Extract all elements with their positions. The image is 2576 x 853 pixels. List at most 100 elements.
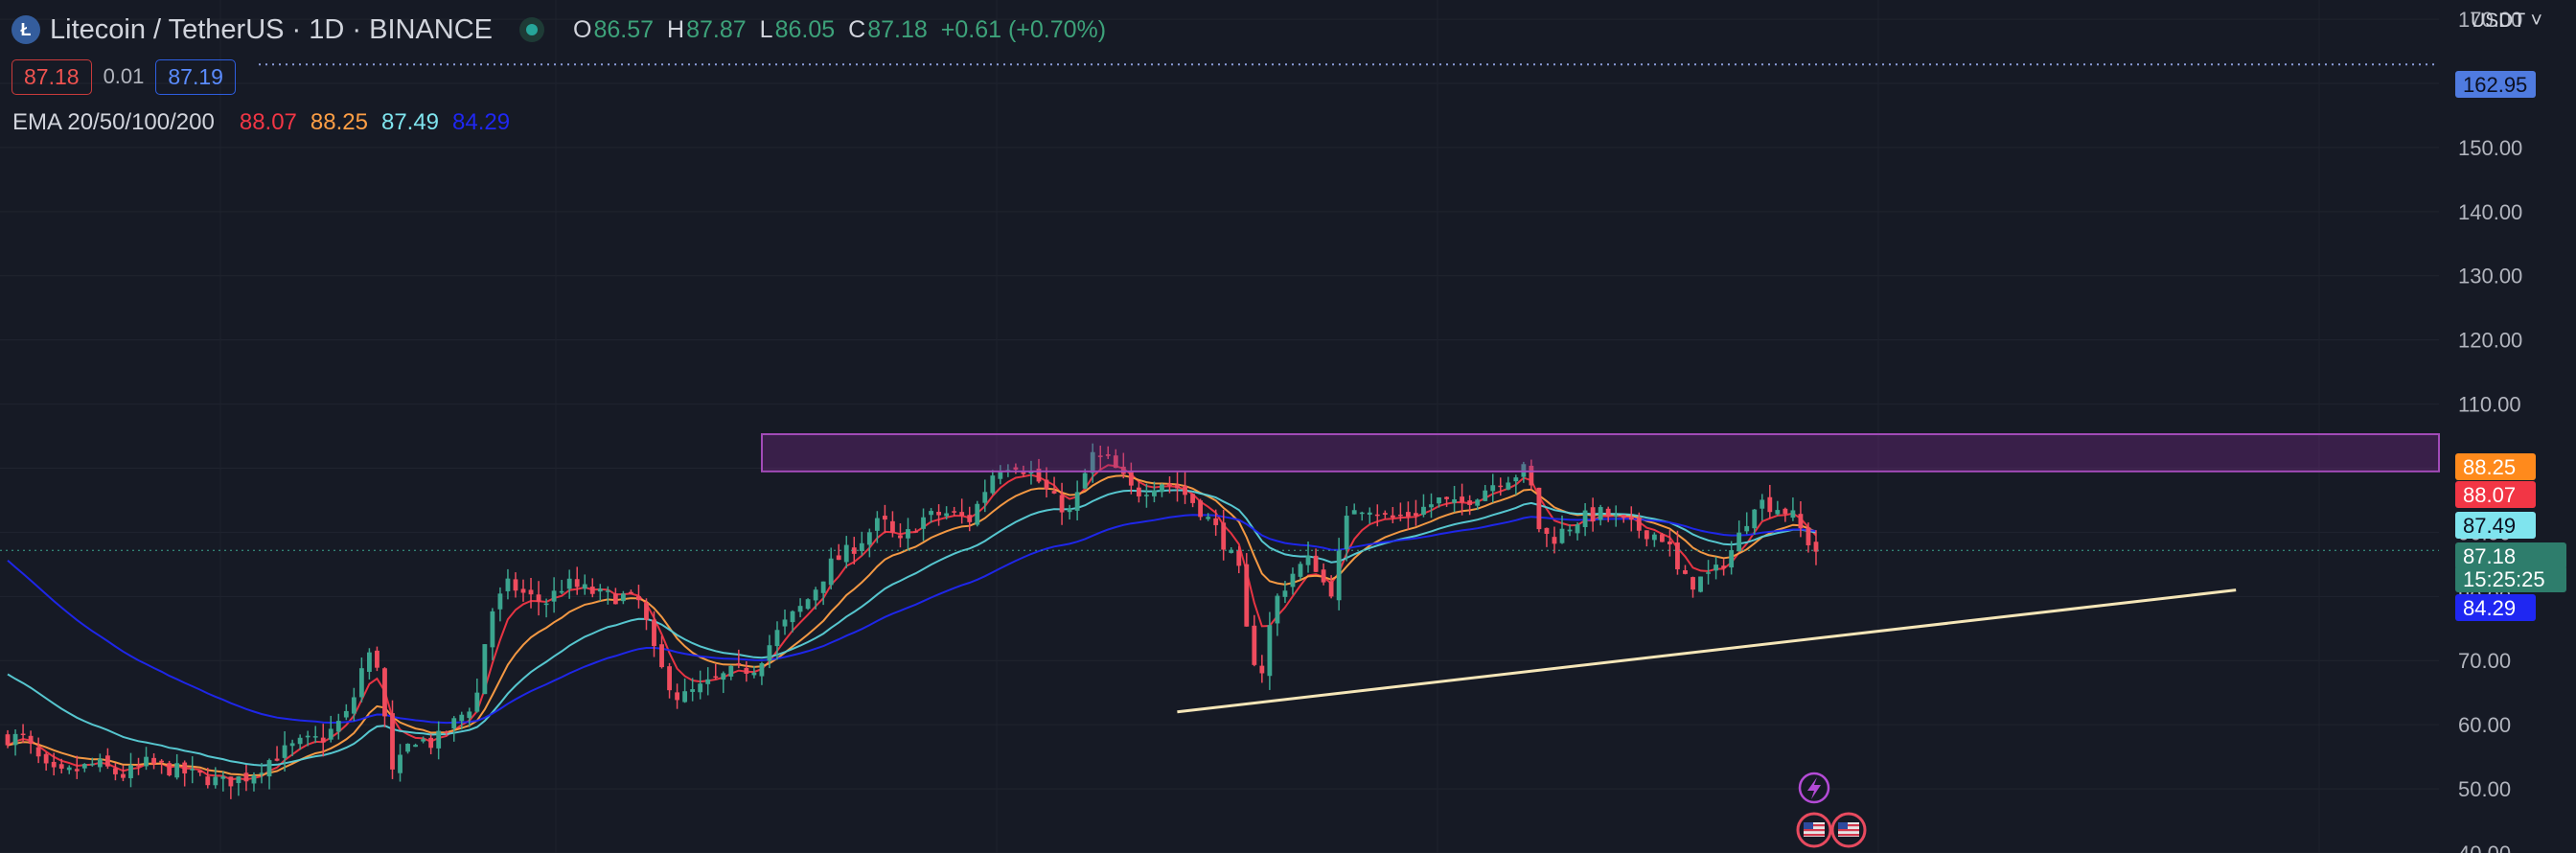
candle <box>1467 495 1473 516</box>
candle <box>1714 556 1719 580</box>
candle <box>1636 512 1642 539</box>
candle <box>351 687 356 722</box>
candle <box>998 465 1003 485</box>
candle <box>543 598 549 618</box>
svg-text:15:25:25: 15:25:25 <box>2463 567 2545 591</box>
candle <box>589 578 595 598</box>
candle <box>1059 482 1065 525</box>
candle <box>1582 502 1588 537</box>
candle <box>320 724 326 757</box>
price-tag: 87.18 <box>2455 542 2566 569</box>
price-tag: 15:25:25 <box>2455 565 2566 592</box>
ema-100-line <box>7 489 1817 767</box>
candle <box>451 716 457 742</box>
candle <box>312 726 318 744</box>
candle <box>259 763 264 784</box>
candle <box>151 753 156 770</box>
symbol-title[interactable]: Litecoin / TetherUS · 1D · BINANCE <box>50 13 494 45</box>
candle <box>1782 507 1788 522</box>
ema-100-value: 87.49 <box>380 109 440 135</box>
ohlc-close: C87.18 <box>848 15 928 43</box>
price-axis-label: 50.00 <box>2458 777 2511 801</box>
price-axis-label: 120.00 <box>2458 329 2522 353</box>
candle <box>1475 498 1481 511</box>
candle <box>566 569 572 599</box>
candle <box>113 763 118 781</box>
ema-legend-label: EMA 20/50/100/200 <box>12 109 215 135</box>
candle <box>874 511 880 543</box>
price-tag: 88.07 <box>2455 481 2536 508</box>
ema-legend[interactable]: EMA 20/50/100/200 88.07 88.25 87.49 84.2… <box>12 109 510 136</box>
candle <box>5 729 11 749</box>
candle <box>1313 548 1319 573</box>
price-tag: 84.29 <box>2455 594 2536 621</box>
candle <box>1051 476 1057 495</box>
candle <box>1651 532 1657 547</box>
candle <box>1806 522 1811 553</box>
candle <box>421 736 426 744</box>
candle <box>944 506 950 520</box>
candle <box>335 713 341 740</box>
candle <box>251 772 257 792</box>
ohlc-open: O86.57 <box>573 15 655 43</box>
svg-text:87.18: 87.18 <box>2463 544 2516 568</box>
svg-text:87.49: 87.49 <box>2463 514 2516 538</box>
candle <box>1305 542 1311 573</box>
candle <box>767 634 772 669</box>
candle <box>1421 494 1426 518</box>
candle <box>805 598 811 611</box>
candle <box>1644 530 1649 547</box>
candle <box>1744 512 1750 535</box>
candle <box>721 671 726 694</box>
candle <box>1321 563 1326 586</box>
svg-text:84.29: 84.29 <box>2463 596 2516 620</box>
candle <box>274 746 280 762</box>
candle <box>574 566 580 595</box>
candle <box>328 715 334 743</box>
candle <box>1698 576 1703 593</box>
candle <box>959 498 965 524</box>
candle <box>289 739 295 756</box>
candle <box>43 751 49 772</box>
candle <box>1529 459 1534 490</box>
candle <box>236 775 242 796</box>
price-axis-label: 110.00 <box>2458 393 2521 417</box>
candle <box>282 730 288 772</box>
price-tag: 88.25 <box>2455 453 2536 480</box>
candle <box>12 729 18 756</box>
candle <box>436 721 442 760</box>
sell-price-button[interactable]: 87.18 <box>12 58 92 95</box>
currency-unit-selector[interactable]: USDT ˅ <box>2471 10 2542 32</box>
svg-text:162.95: 162.95 <box>2463 73 2527 97</box>
candle <box>1790 497 1796 521</box>
candle <box>28 730 34 754</box>
candle <box>1590 497 1596 532</box>
candle <box>990 470 996 496</box>
candle <box>1282 581 1288 604</box>
candle <box>1351 503 1357 515</box>
candle <box>813 587 818 610</box>
candle <box>782 609 788 635</box>
candle <box>620 590 626 605</box>
candlestick-series <box>5 443 1819 799</box>
market-open-status-icon[interactable] <box>519 17 545 42</box>
candle <box>636 585 641 609</box>
candle <box>490 608 495 660</box>
candle <box>882 504 887 534</box>
candle <box>266 758 272 790</box>
candle <box>967 506 973 532</box>
price-axis-label: 130.00 <box>2458 265 2522 288</box>
candle <box>228 776 234 799</box>
candle <box>413 743 418 748</box>
candle <box>952 506 957 517</box>
candle <box>213 767 218 789</box>
candle <box>1760 494 1765 521</box>
candle <box>1675 530 1680 575</box>
buy-price-button[interactable]: 87.19 <box>155 58 236 95</box>
candle <box>836 543 841 561</box>
candle <box>1460 483 1465 516</box>
candle <box>367 648 372 680</box>
candle <box>58 758 64 773</box>
candle <box>728 664 734 680</box>
